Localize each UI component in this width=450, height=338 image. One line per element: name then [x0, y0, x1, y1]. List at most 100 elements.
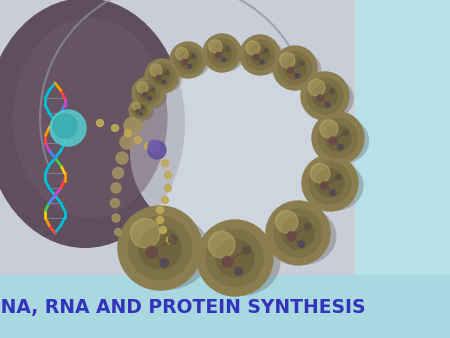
- Circle shape: [145, 59, 179, 93]
- Circle shape: [192, 55, 195, 58]
- Circle shape: [299, 62, 304, 66]
- Circle shape: [320, 182, 328, 190]
- Circle shape: [310, 163, 330, 183]
- Circle shape: [176, 47, 188, 60]
- Circle shape: [316, 169, 344, 197]
- Circle shape: [313, 84, 337, 108]
- Circle shape: [130, 219, 160, 248]
- Circle shape: [188, 65, 192, 68]
- Bar: [0, 0, 355, 275]
- Ellipse shape: [0, 0, 185, 248]
- Circle shape: [207, 230, 264, 287]
- Circle shape: [153, 68, 171, 84]
- Circle shape: [96, 120, 104, 126]
- Circle shape: [203, 34, 241, 72]
- Circle shape: [160, 259, 168, 267]
- Circle shape: [274, 209, 322, 257]
- Circle shape: [279, 51, 311, 84]
- Circle shape: [165, 171, 171, 178]
- Ellipse shape: [201, 227, 281, 296]
- Circle shape: [295, 73, 299, 78]
- Ellipse shape: [275, 50, 321, 90]
- Circle shape: [125, 129, 131, 137]
- Circle shape: [132, 102, 148, 118]
- Ellipse shape: [315, 117, 369, 164]
- Circle shape: [144, 143, 152, 149]
- Ellipse shape: [172, 46, 210, 78]
- Circle shape: [320, 120, 338, 138]
- Circle shape: [132, 77, 164, 109]
- Ellipse shape: [147, 63, 182, 93]
- Text: DNA, RNA AND PROTEIN SYNTHESIS: DNA, RNA AND PROTEIN SYNTHESIS: [0, 297, 365, 316]
- Circle shape: [197, 220, 273, 296]
- Circle shape: [304, 223, 311, 230]
- Circle shape: [287, 232, 296, 241]
- Circle shape: [317, 95, 324, 102]
- Circle shape: [243, 247, 250, 254]
- Circle shape: [266, 201, 330, 265]
- Circle shape: [150, 64, 162, 76]
- Circle shape: [175, 47, 202, 73]
- Circle shape: [307, 78, 343, 114]
- Bar: [0, 275, 450, 338]
- Circle shape: [162, 196, 168, 203]
- Circle shape: [140, 85, 156, 101]
- Circle shape: [212, 44, 231, 63]
- Ellipse shape: [130, 63, 330, 243]
- Circle shape: [336, 175, 341, 180]
- Circle shape: [137, 82, 148, 93]
- Circle shape: [50, 110, 86, 146]
- Circle shape: [142, 107, 144, 109]
- Circle shape: [325, 102, 330, 107]
- Circle shape: [216, 52, 221, 57]
- Circle shape: [226, 47, 230, 51]
- Circle shape: [162, 160, 168, 167]
- Circle shape: [136, 110, 140, 113]
- Circle shape: [118, 206, 202, 290]
- Ellipse shape: [122, 214, 211, 290]
- Circle shape: [209, 40, 222, 53]
- Circle shape: [312, 112, 364, 164]
- Circle shape: [235, 267, 243, 275]
- Ellipse shape: [303, 77, 354, 120]
- Circle shape: [222, 58, 226, 62]
- Circle shape: [111, 183, 121, 193]
- Circle shape: [208, 39, 236, 67]
- Circle shape: [146, 246, 158, 258]
- Circle shape: [112, 168, 123, 178]
- Circle shape: [154, 149, 162, 156]
- Circle shape: [288, 67, 294, 73]
- Circle shape: [273, 46, 317, 90]
- Circle shape: [120, 135, 134, 149]
- Circle shape: [222, 257, 233, 267]
- Ellipse shape: [130, 101, 153, 121]
- Circle shape: [309, 162, 351, 204]
- Circle shape: [151, 88, 154, 91]
- Circle shape: [250, 45, 270, 65]
- Circle shape: [156, 75, 161, 80]
- Circle shape: [148, 97, 151, 100]
- Circle shape: [246, 41, 260, 55]
- Circle shape: [149, 63, 175, 89]
- Circle shape: [129, 99, 151, 121]
- Circle shape: [284, 57, 306, 79]
- Circle shape: [136, 81, 160, 105]
- Circle shape: [260, 60, 264, 64]
- Ellipse shape: [242, 39, 284, 75]
- Circle shape: [112, 214, 120, 222]
- Circle shape: [343, 130, 348, 136]
- Circle shape: [170, 42, 206, 78]
- Circle shape: [159, 226, 166, 234]
- Circle shape: [325, 125, 351, 151]
- Circle shape: [298, 241, 304, 247]
- Circle shape: [308, 79, 325, 96]
- Circle shape: [208, 232, 235, 258]
- Circle shape: [168, 235, 177, 244]
- Circle shape: [279, 53, 295, 68]
- Circle shape: [129, 217, 192, 280]
- Circle shape: [330, 190, 336, 196]
- Bar: [355, 0, 450, 338]
- Circle shape: [179, 51, 197, 69]
- Ellipse shape: [269, 208, 337, 265]
- Circle shape: [240, 35, 280, 75]
